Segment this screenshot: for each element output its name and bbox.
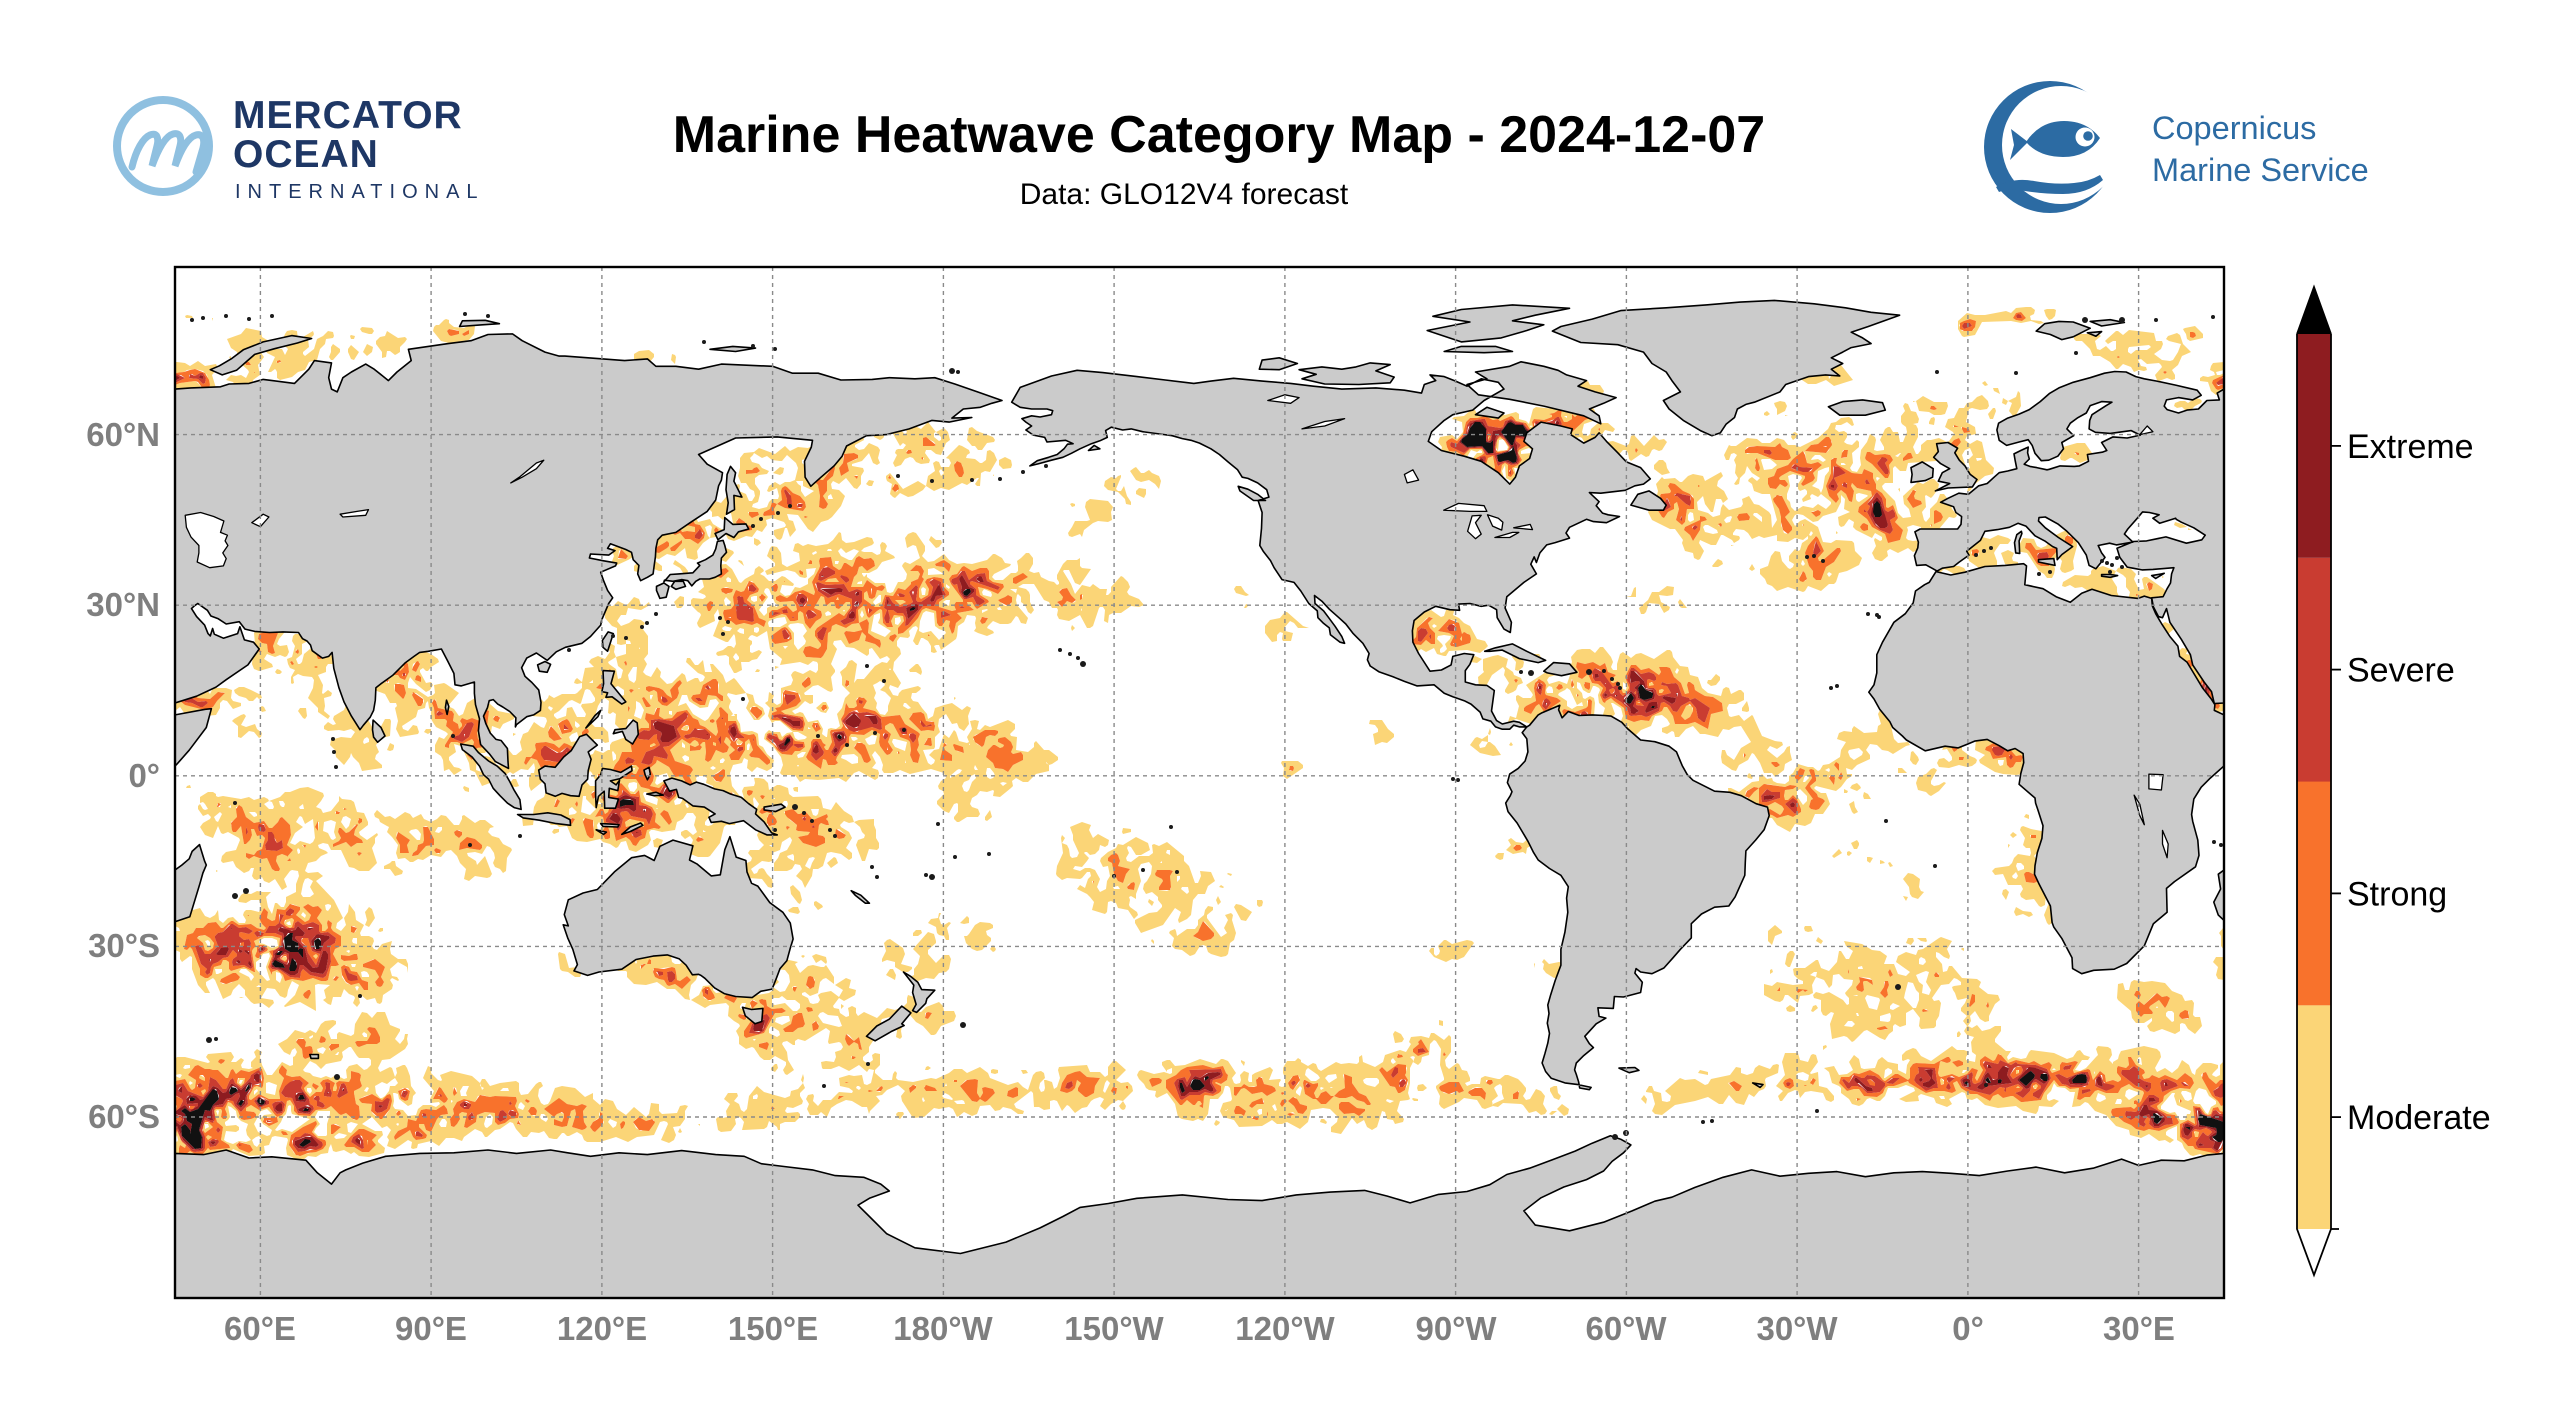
svg-text:Data: GLO12V4 forecast: Data: GLO12V4 forecast <box>1020 178 1349 211</box>
svg-text:150°W: 150°W <box>1064 1310 1164 1347</box>
svg-text:MERCATOR: MERCATOR <box>233 94 463 137</box>
svg-text:60°N: 60°N <box>86 416 160 453</box>
svg-text:60°E: 60°E <box>224 1310 296 1347</box>
svg-text:90°W: 90°W <box>1415 1310 1497 1347</box>
svg-text:60°W: 60°W <box>1585 1310 1667 1347</box>
svg-text:Marine Service: Marine Service <box>2152 152 2369 188</box>
svg-text:OCEAN: OCEAN <box>233 133 379 176</box>
svg-text:Marine Heatwave Category Map -: Marine Heatwave Category Map - 2024-12-0… <box>673 106 1765 164</box>
svg-text:120°E: 120°E <box>557 1310 647 1347</box>
svg-text:0°: 0° <box>1952 1310 1984 1347</box>
svg-text:Strong: Strong <box>2347 875 2447 913</box>
svg-text:Extreme: Extreme <box>2347 428 2474 466</box>
svg-text:30°W: 30°W <box>1756 1310 1838 1347</box>
svg-text:90°E: 90°E <box>395 1310 467 1347</box>
svg-text:150°E: 150°E <box>728 1310 818 1347</box>
svg-text:180°W: 180°W <box>893 1310 993 1347</box>
svg-text:30°E: 30°E <box>2103 1310 2175 1347</box>
svg-text:Copernicus: Copernicus <box>2152 110 2316 146</box>
svg-text:120°W: 120°W <box>1235 1310 1335 1347</box>
svg-text:0°: 0° <box>128 757 160 794</box>
svg-text:INTERNATIONAL: INTERNATIONAL <box>235 181 485 203</box>
svg-text:30°N: 30°N <box>86 586 160 623</box>
svg-text:30°S: 30°S <box>88 927 160 964</box>
svg-text:60°S: 60°S <box>88 1098 160 1135</box>
svg-text:Moderate: Moderate <box>2347 1099 2491 1137</box>
svg-text:Severe: Severe <box>2347 652 2455 690</box>
